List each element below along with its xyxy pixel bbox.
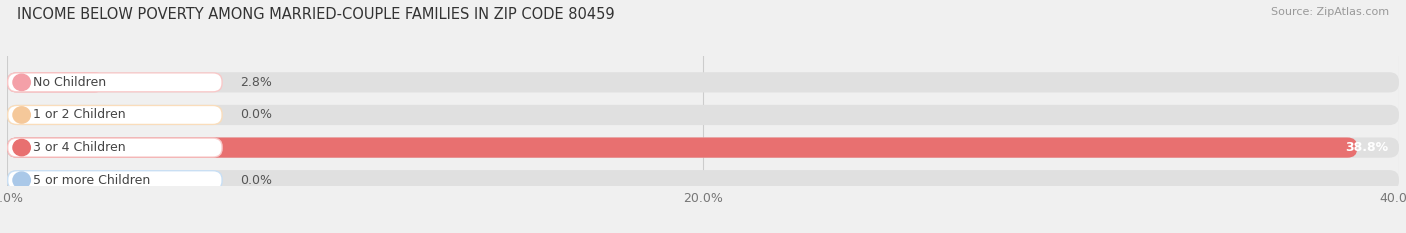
FancyBboxPatch shape (7, 137, 222, 158)
Text: No Children: No Children (34, 76, 107, 89)
FancyBboxPatch shape (8, 171, 221, 189)
Text: 1 or 2 Children: 1 or 2 Children (34, 109, 125, 121)
Text: 38.8%: 38.8% (1346, 141, 1389, 154)
Text: Source: ZipAtlas.com: Source: ZipAtlas.com (1271, 7, 1389, 17)
FancyBboxPatch shape (8, 139, 221, 156)
Text: 2.8%: 2.8% (240, 76, 271, 89)
FancyBboxPatch shape (7, 72, 1399, 93)
Text: 0.0%: 0.0% (240, 109, 273, 121)
FancyBboxPatch shape (7, 105, 222, 125)
Text: 3 or 4 Children: 3 or 4 Children (34, 141, 125, 154)
Circle shape (13, 139, 31, 156)
Text: 0.0%: 0.0% (240, 174, 273, 187)
FancyBboxPatch shape (8, 74, 221, 91)
FancyBboxPatch shape (8, 106, 221, 124)
FancyBboxPatch shape (7, 170, 1399, 190)
Circle shape (13, 172, 31, 188)
FancyBboxPatch shape (7, 137, 1399, 158)
Text: INCOME BELOW POVERTY AMONG MARRIED-COUPLE FAMILIES IN ZIP CODE 80459: INCOME BELOW POVERTY AMONG MARRIED-COUPL… (17, 7, 614, 22)
FancyBboxPatch shape (7, 72, 222, 93)
FancyBboxPatch shape (7, 137, 1357, 158)
FancyBboxPatch shape (7, 170, 222, 190)
FancyBboxPatch shape (7, 72, 104, 93)
Circle shape (13, 74, 31, 90)
Text: 5 or more Children: 5 or more Children (34, 174, 150, 187)
FancyBboxPatch shape (7, 105, 1399, 125)
Circle shape (13, 107, 31, 123)
